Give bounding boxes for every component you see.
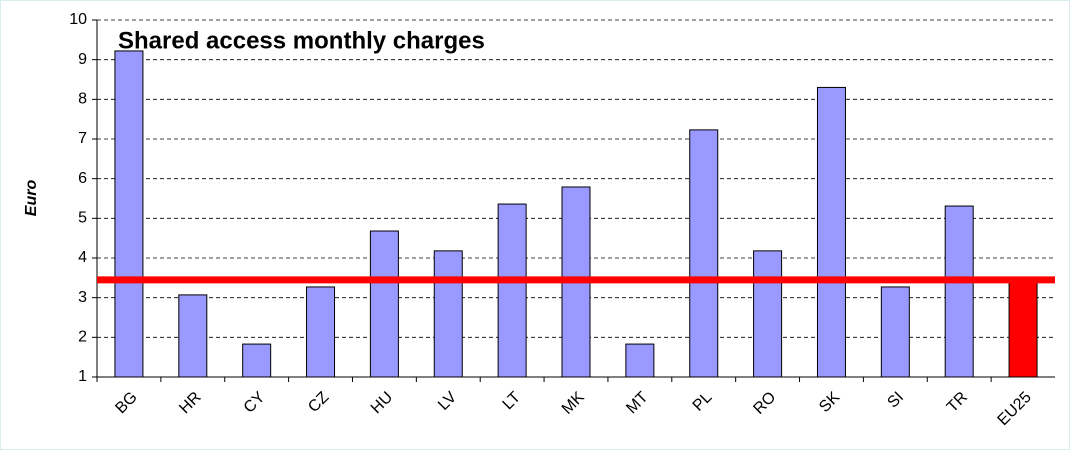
- bar: [1008, 279, 1038, 378]
- y-tick-label: 10: [69, 11, 87, 28]
- bar: [497, 203, 527, 378]
- bar: [880, 286, 910, 378]
- bar: [753, 250, 783, 378]
- bar: [625, 343, 655, 378]
- y-tick-label: 2: [78, 329, 87, 346]
- bar: [114, 50, 144, 378]
- y-tick-label: 6: [78, 170, 87, 187]
- bar: [369, 230, 399, 378]
- bar: [816, 86, 846, 378]
- bar: [178, 294, 208, 378]
- y-tick-label: 7: [78, 130, 87, 147]
- y-tick-label: 8: [78, 91, 87, 108]
- y-tick-label: 4: [78, 249, 87, 266]
- chart-title: Shared access monthly charges: [118, 27, 485, 54]
- bar: [689, 129, 719, 378]
- y-tick-label: 3: [78, 289, 87, 306]
- bar: [433, 250, 463, 378]
- bar: [944, 205, 974, 378]
- bar: [242, 343, 272, 378]
- y-tick-label: 9: [78, 51, 87, 68]
- y-tick-label: 1: [78, 368, 87, 385]
- y-axis-label: Euro: [23, 180, 40, 217]
- y-tick-label: 5: [78, 210, 87, 227]
- bar: [306, 286, 336, 378]
